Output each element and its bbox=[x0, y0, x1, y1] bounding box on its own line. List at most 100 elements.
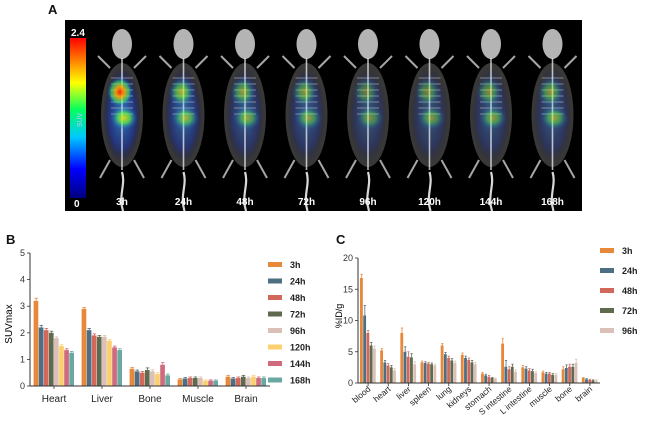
liver-uptake bbox=[294, 106, 323, 130]
bar bbox=[413, 364, 417, 383]
bar bbox=[81, 308, 87, 386]
bar bbox=[225, 376, 231, 386]
bar bbox=[591, 380, 595, 383]
legend-label: 168h bbox=[290, 376, 311, 386]
bar bbox=[389, 367, 393, 383]
legend-label: 24h bbox=[622, 266, 638, 276]
y-tick-label: 20 bbox=[343, 253, 353, 263]
y-tick-label: 2 bbox=[20, 328, 25, 338]
timepoint-label: 3h bbox=[116, 197, 128, 208]
bar bbox=[481, 373, 484, 383]
bar bbox=[510, 366, 514, 383]
bar bbox=[150, 371, 155, 386]
timepoint-label: 120h bbox=[418, 197, 441, 208]
bar bbox=[393, 370, 396, 383]
liver-uptake bbox=[356, 106, 384, 130]
y-tick-label: 5 bbox=[20, 248, 25, 258]
bar bbox=[230, 378, 236, 386]
timepoint-label: 24h bbox=[175, 197, 192, 208]
heart-uptake bbox=[476, 77, 502, 107]
bar bbox=[507, 369, 511, 383]
bar bbox=[406, 356, 410, 383]
limb-shape bbox=[97, 55, 111, 69]
bar bbox=[473, 364, 477, 383]
limb-shape bbox=[256, 159, 268, 179]
legend-label: 72h bbox=[290, 310, 306, 320]
limb-shape bbox=[158, 55, 173, 69]
legend-swatch bbox=[600, 308, 614, 313]
x-tick-label: brain bbox=[573, 384, 594, 404]
legend-label: 96h bbox=[622, 326, 638, 336]
panel-a-letter: A bbox=[48, 2, 58, 17]
mouse-image bbox=[404, 29, 455, 211]
bar bbox=[460, 354, 464, 383]
limb-shape bbox=[343, 55, 357, 69]
limb-shape bbox=[133, 55, 147, 69]
bar bbox=[568, 366, 571, 383]
bar bbox=[464, 358, 467, 383]
liver-uptake bbox=[110, 106, 138, 130]
timepoint-label: 48h bbox=[236, 197, 253, 208]
legend-swatch bbox=[268, 262, 282, 267]
limb-shape bbox=[502, 55, 516, 69]
legend-label: 24h bbox=[290, 277, 306, 287]
mouse-image bbox=[97, 29, 147, 211]
y-tick-label: 3 bbox=[20, 301, 25, 311]
bar bbox=[581, 378, 585, 383]
tail-shape bbox=[120, 171, 125, 211]
colorbar-min-label: 0 bbox=[74, 199, 80, 210]
bar bbox=[524, 368, 528, 383]
timepoint-label: 168h bbox=[541, 197, 564, 208]
bar bbox=[487, 376, 491, 383]
head-shape bbox=[358, 29, 378, 59]
bar bbox=[117, 350, 122, 386]
legend-label: 120h bbox=[290, 343, 311, 353]
bar bbox=[360, 278, 363, 383]
bar bbox=[208, 380, 213, 386]
limb-shape bbox=[466, 55, 480, 69]
bar bbox=[54, 338, 59, 386]
bar bbox=[453, 363, 457, 383]
limb-shape bbox=[404, 55, 419, 69]
legend-swatch bbox=[268, 311, 282, 317]
bar bbox=[33, 300, 39, 386]
heart-uptake bbox=[230, 77, 256, 107]
bar bbox=[410, 357, 413, 383]
limb-shape bbox=[502, 159, 514, 179]
bar bbox=[531, 371, 534, 383]
legend-swatch bbox=[600, 248, 614, 253]
bar bbox=[369, 345, 373, 383]
bar bbox=[450, 360, 454, 383]
bar bbox=[561, 369, 565, 383]
bar bbox=[541, 372, 545, 383]
bar bbox=[443, 354, 447, 383]
bar bbox=[177, 379, 183, 386]
bar bbox=[400, 333, 404, 383]
mouse-image bbox=[158, 29, 209, 211]
liver-uptake bbox=[417, 106, 446, 130]
bar bbox=[102, 336, 107, 386]
bar bbox=[403, 351, 407, 383]
limb-shape bbox=[99, 159, 111, 179]
bar bbox=[240, 376, 246, 386]
bar bbox=[547, 373, 551, 383]
bar bbox=[160, 364, 165, 386]
legend-label: 48h bbox=[622, 286, 638, 296]
bar bbox=[423, 363, 427, 383]
legend-swatch bbox=[268, 295, 282, 300]
heart-uptake bbox=[353, 77, 379, 107]
bar bbox=[551, 374, 555, 383]
mouse-image bbox=[343, 29, 393, 211]
limb-shape bbox=[194, 55, 209, 69]
bar bbox=[86, 330, 92, 386]
panel-c-letter: C bbox=[336, 232, 346, 247]
timepoint-label: 96h bbox=[359, 197, 376, 208]
bar bbox=[69, 352, 74, 386]
bar bbox=[470, 362, 474, 383]
bar bbox=[544, 373, 548, 383]
legend-label: 96h bbox=[290, 326, 306, 336]
tail-shape bbox=[243, 171, 248, 211]
y-tick-label: 0 bbox=[20, 381, 25, 391]
legend-label: 3h bbox=[290, 260, 301, 270]
